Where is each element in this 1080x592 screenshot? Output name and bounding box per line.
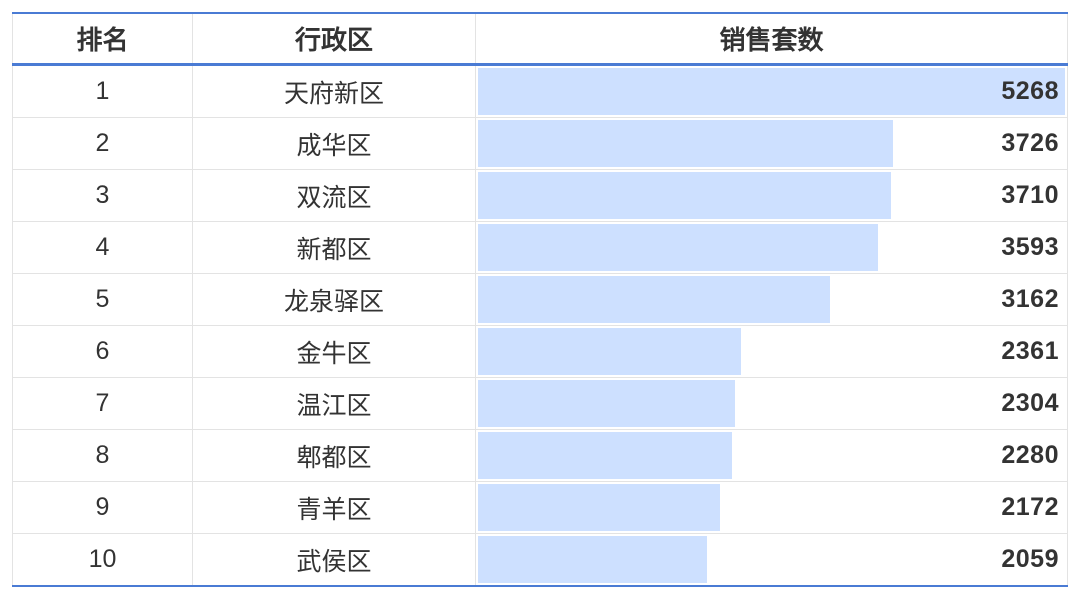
rank-cell: 3 (12, 170, 193, 221)
data-bar (478, 276, 831, 323)
table-row: 10 武侯区 2059 (12, 534, 1068, 585)
sales-value: 3593 (1001, 233, 1059, 261)
table-row: 7 温江区 2304 (12, 378, 1068, 430)
data-bar (478, 380, 735, 427)
ranking-table: 排名 行政区 销售套数 1 天府新区 5268 2 成华区 3726 3 双流区 3710 4 新都… (12, 12, 1068, 587)
rank-cell: 5 (12, 274, 193, 325)
sales-cell: 5268 (476, 66, 1068, 117)
sales-value: 2304 (1001, 389, 1059, 417)
sales-cell: 3162 (476, 274, 1068, 325)
district-cell: 武侯区 (193, 534, 476, 585)
sales-value: 5268 (1001, 77, 1059, 105)
header-district: 行政区 (193, 14, 476, 63)
table-row: 3 双流区 3710 (12, 170, 1068, 222)
data-bar (478, 484, 721, 531)
rank-cell: 9 (12, 482, 193, 533)
sales-cell: 2361 (476, 326, 1068, 377)
rank-cell: 6 (12, 326, 193, 377)
district-cell: 成华区 (193, 118, 476, 169)
table-row: 2 成华区 3726 (12, 118, 1068, 170)
data-bar (478, 224, 879, 271)
header-sales: 销售套数 (476, 14, 1068, 63)
district-cell: 双流区 (193, 170, 476, 221)
data-bar (478, 68, 1065, 115)
sales-value: 2059 (1001, 545, 1059, 573)
sales-cell: 2172 (476, 482, 1068, 533)
district-cell: 郫都区 (193, 430, 476, 481)
rank-cell: 10 (12, 534, 193, 585)
table-row: 5 龙泉驿区 3162 (12, 274, 1068, 326)
table-row: 4 新都区 3593 (12, 222, 1068, 274)
district-cell: 温江区 (193, 378, 476, 429)
district-cell: 龙泉驿区 (193, 274, 476, 325)
sales-cell: 2059 (476, 534, 1068, 585)
table-row: 8 郫都区 2280 (12, 430, 1068, 482)
table-row: 6 金牛区 2361 (12, 326, 1068, 378)
sales-cell: 3593 (476, 222, 1068, 273)
sales-value: 3726 (1001, 129, 1059, 157)
sales-cell: 2280 (476, 430, 1068, 481)
table-body: 1 天府新区 5268 2 成华区 3726 3 双流区 3710 4 新都区 3593 5 龙泉驿区 31… (12, 66, 1068, 585)
data-bar (478, 432, 733, 479)
sales-value: 2361 (1001, 337, 1059, 365)
data-bar (478, 172, 892, 219)
sales-cell: 2304 (476, 378, 1068, 429)
sales-value: 3162 (1001, 285, 1059, 313)
sales-cell: 3710 (476, 170, 1068, 221)
district-cell: 天府新区 (193, 66, 476, 117)
sales-value: 2280 (1001, 441, 1059, 469)
rank-cell: 7 (12, 378, 193, 429)
rank-cell: 2 (12, 118, 193, 169)
table-header: 排名 行政区 销售套数 (12, 14, 1068, 66)
rank-cell: 8 (12, 430, 193, 481)
data-bar (478, 328, 742, 375)
sales-value: 2172 (1001, 493, 1059, 521)
data-bar (478, 120, 894, 167)
table-row: 1 天府新区 5268 (12, 66, 1068, 118)
sales-value: 3710 (1001, 181, 1059, 209)
table-row: 9 青羊区 2172 (12, 482, 1068, 534)
district-cell: 金牛区 (193, 326, 476, 377)
sales-cell: 3726 (476, 118, 1068, 169)
rank-cell: 4 (12, 222, 193, 273)
data-bar (478, 536, 708, 583)
rank-cell: 1 (12, 66, 193, 117)
district-cell: 青羊区 (193, 482, 476, 533)
header-rank: 排名 (12, 14, 193, 63)
district-cell: 新都区 (193, 222, 476, 273)
